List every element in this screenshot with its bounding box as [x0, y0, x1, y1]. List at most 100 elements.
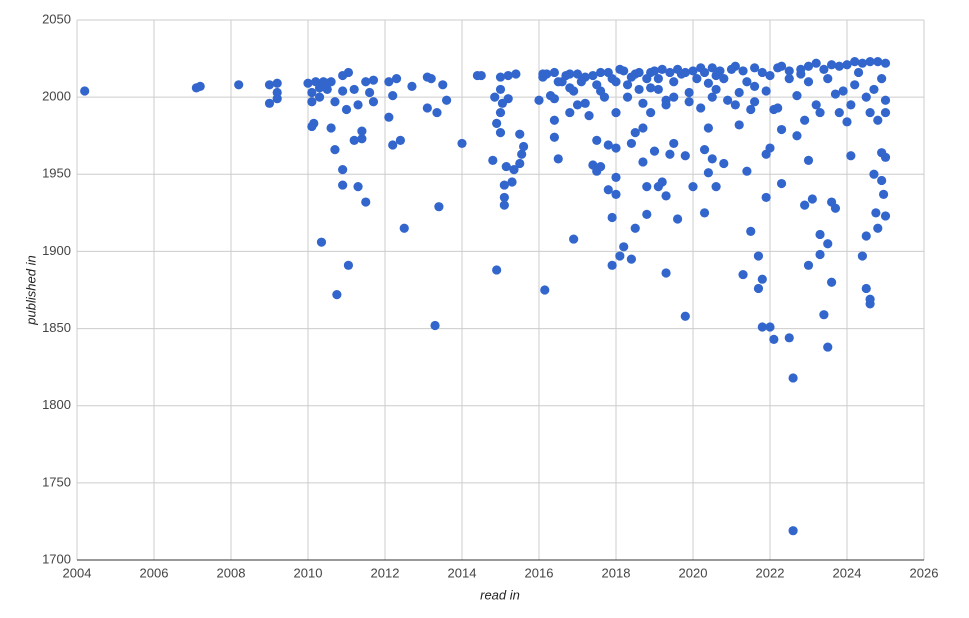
point [592, 135, 602, 145]
point [803, 77, 814, 87]
point [588, 70, 598, 81]
point [630, 223, 640, 233]
point [784, 66, 794, 76]
point [272, 78, 282, 88]
point [553, 77, 563, 87]
point [584, 111, 594, 121]
point [853, 67, 864, 78]
point [661, 100, 671, 110]
point [680, 311, 690, 321]
point [846, 151, 856, 161]
point [399, 223, 409, 233]
x-tick-label: 2006 [140, 565, 169, 580]
point [569, 234, 579, 244]
point [330, 145, 340, 155]
point [395, 135, 405, 145]
point [565, 107, 575, 118]
point [757, 67, 767, 78]
point [492, 265, 502, 275]
point [750, 97, 760, 107]
point [746, 104, 756, 115]
point [549, 132, 560, 142]
point [880, 211, 891, 221]
point [707, 63, 717, 73]
point [703, 78, 714, 88]
point [669, 138, 679, 149]
point [580, 98, 590, 108]
point [272, 94, 282, 104]
x-tick-label: 2024 [833, 565, 862, 580]
y-tick-label: 1950 [42, 166, 71, 181]
point [611, 189, 621, 199]
point [638, 98, 648, 108]
x-tick-label: 2016 [525, 565, 554, 580]
point [503, 70, 513, 81]
x-tick-label: 2020 [679, 565, 708, 580]
point [343, 67, 354, 78]
point [680, 151, 690, 161]
point [303, 78, 313, 88]
point [665, 67, 675, 78]
point [784, 74, 794, 84]
point [769, 104, 779, 115]
point [264, 80, 275, 90]
point [307, 97, 317, 107]
point [511, 69, 521, 79]
point [507, 177, 517, 187]
point [653, 84, 663, 95]
point [488, 155, 498, 165]
y-tick-label: 1850 [42, 320, 71, 335]
point [823, 74, 833, 84]
point [195, 81, 205, 91]
point [432, 107, 442, 118]
point [830, 203, 841, 213]
point [499, 192, 509, 203]
point [619, 242, 629, 252]
point [742, 166, 752, 176]
point [738, 269, 748, 280]
point [384, 77, 394, 87]
point [742, 77, 752, 87]
point [495, 128, 506, 138]
point [626, 138, 637, 149]
point [638, 123, 648, 133]
point [803, 155, 814, 165]
point [834, 61, 844, 71]
y-tick-label: 1900 [42, 243, 71, 258]
point [761, 192, 771, 203]
point [515, 129, 525, 139]
x-tick-label: 2012 [371, 565, 400, 580]
point [815, 107, 825, 118]
point [561, 70, 571, 81]
point [703, 168, 714, 178]
point [784, 333, 794, 343]
point [495, 72, 506, 82]
point [707, 154, 717, 164]
point [730, 61, 740, 71]
point [880, 58, 891, 68]
point [842, 117, 852, 127]
point [517, 149, 527, 159]
point [326, 77, 336, 87]
point [638, 157, 648, 167]
point [422, 103, 432, 113]
point [549, 67, 560, 78]
point [738, 66, 748, 76]
point [871, 208, 881, 218]
point [669, 92, 679, 102]
point [711, 182, 721, 192]
point [850, 57, 860, 67]
point [815, 249, 825, 260]
point [596, 161, 606, 172]
point [765, 143, 775, 153]
point [692, 74, 702, 84]
point [438, 80, 448, 90]
point [753, 283, 764, 294]
point [495, 107, 506, 118]
point [314, 92, 325, 102]
point [388, 140, 398, 150]
point [341, 104, 352, 115]
point [316, 237, 327, 247]
